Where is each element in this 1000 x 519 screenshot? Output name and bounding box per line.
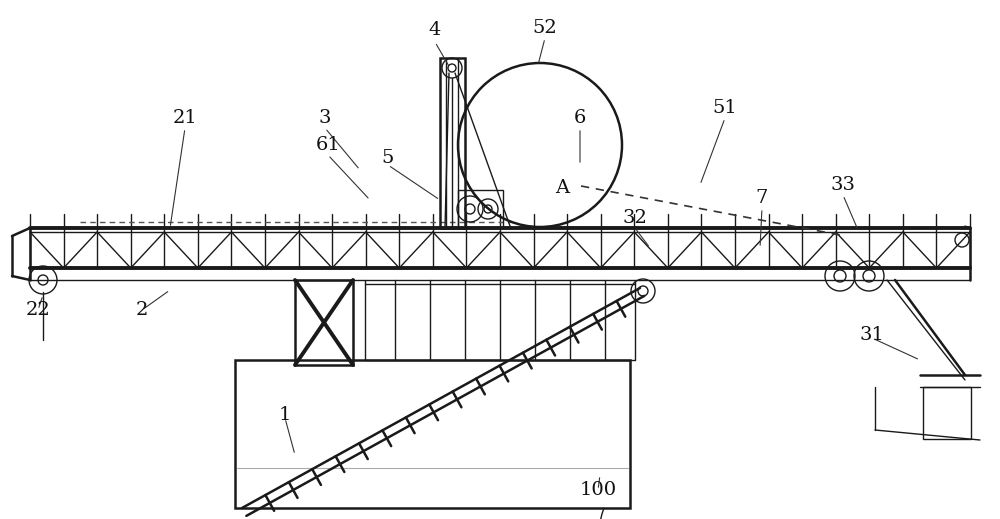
Bar [440,58,465,228]
Text: 6: 6 [574,109,586,127]
Text: 32: 32 [623,209,647,227]
Text: A: A [555,179,569,197]
Bar [235,360,630,508]
Bar [295,280,353,365]
Text: 61: 61 [316,136,340,154]
Text: 21: 21 [173,109,197,127]
Text: 2: 2 [136,301,148,319]
Text: 22: 22 [26,301,50,319]
Text: 3: 3 [319,109,331,127]
Text: 1: 1 [279,406,291,424]
Bar [923,387,971,439]
Text: 31: 31 [860,326,884,344]
Text: 100: 100 [579,481,617,499]
Text: 4: 4 [429,21,441,39]
Text: 51: 51 [713,99,737,117]
Text: 5: 5 [382,149,394,167]
Bar [458,190,503,228]
Text: 52: 52 [533,19,557,37]
Text: 33: 33 [830,176,856,194]
Text: 7: 7 [756,189,768,207]
